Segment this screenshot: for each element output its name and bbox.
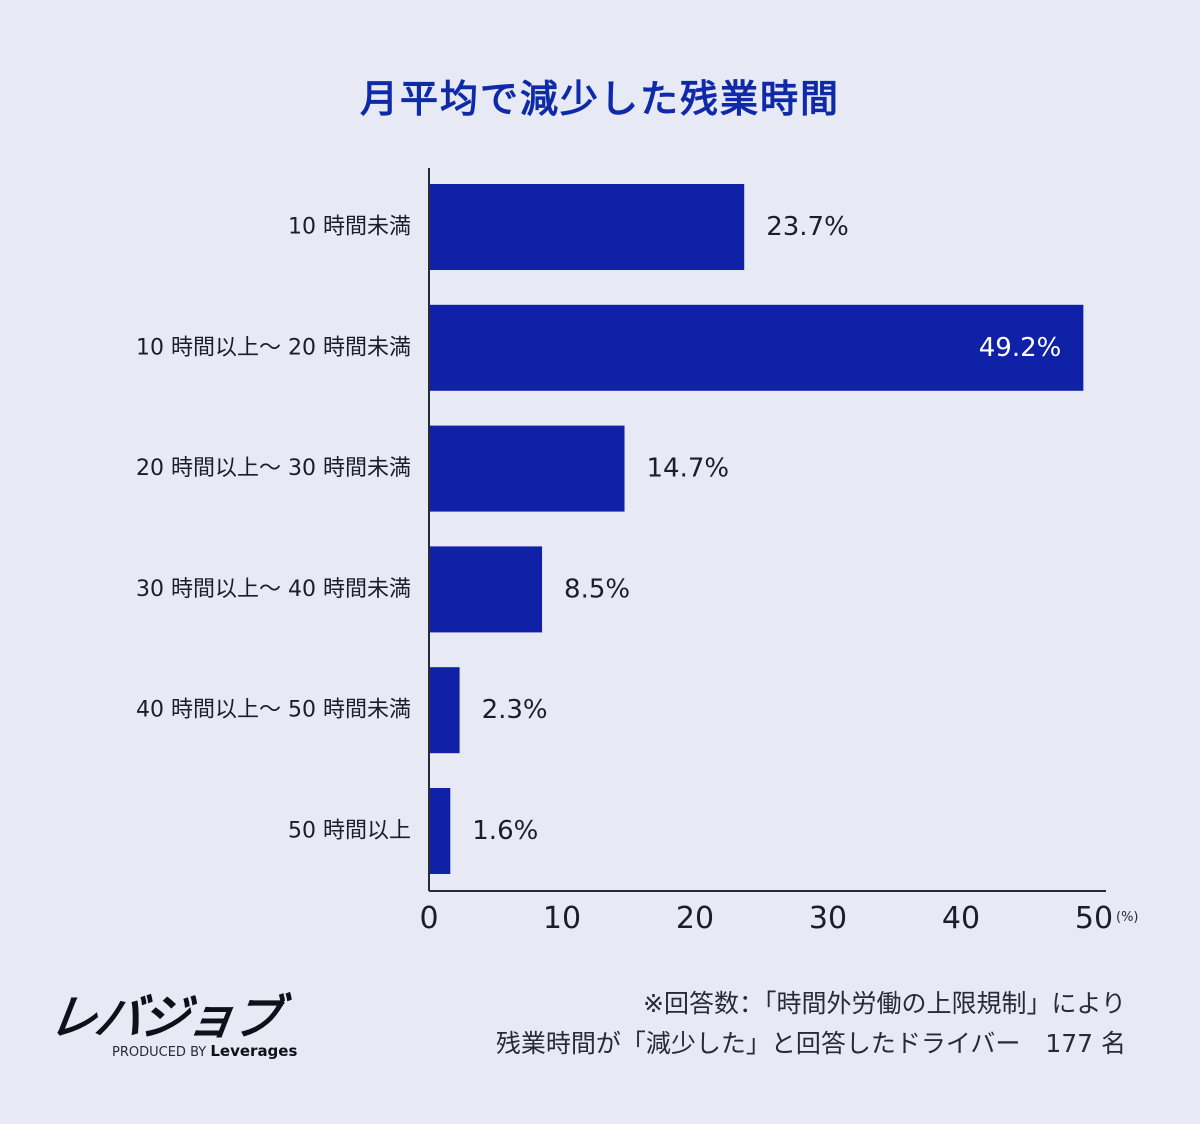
category-label: 40 時間以上〜 50 時間未満	[136, 698, 411, 723]
logo-produced-by: PRODUCED BY	[112, 1045, 207, 1060]
category-label: 20 時間以上〜 30 時間未満	[136, 456, 411, 481]
category-label: 30 時間以上〜 40 時間未満	[136, 577, 411, 602]
bar	[429, 425, 625, 512]
logo-tagline: PRODUCED BY Leverages	[112, 1042, 297, 1060]
x-tick-label: 50	[1075, 901, 1113, 936]
data-label: 14.7%	[647, 454, 730, 484]
bar	[429, 184, 745, 270]
chart-title: 月平均で減少した残業時間	[359, 77, 840, 121]
bar	[429, 304, 1084, 391]
data-label: 23.7%	[766, 212, 849, 242]
x-tick-label: 20	[676, 901, 714, 936]
x-unit-label: (%)	[1116, 910, 1139, 925]
bar	[429, 546, 543, 633]
data-label: 8.5%	[564, 574, 630, 604]
brand-logo: レバジョブ PRODUCED BY Leverages	[45, 978, 310, 1060]
x-tick-label: 40	[942, 901, 980, 936]
footnote-line-2: 残業時間が「減少した」と回答したドライバー 177 名	[495, 1029, 1126, 1058]
footnote-line-1: ※回答数：「時間外労働の上限規制」により	[643, 989, 1126, 1018]
x-tick-label: 30	[809, 901, 847, 936]
x-tick-label: 10	[543, 901, 581, 936]
data-label: 2.3%	[482, 695, 548, 725]
bar	[429, 788, 451, 874]
category-label: 10 時間未満	[288, 215, 411, 240]
category-label: 50 時間以上	[288, 819, 411, 844]
logo-brand: Leverages	[210, 1042, 298, 1060]
x-tick-label: 0	[419, 901, 438, 936]
footnote: ※回答数：「時間外労働の上限規制」により 残業時間が「減少した」と回答したドライ…	[496, 984, 1126, 1064]
bar-chart: 10 時間未満 23.7% 10 時間以上〜 20 時間未満 49.2% 20 時間以上…	[136, 168, 1139, 936]
data-label: 49.2%	[979, 333, 1062, 363]
bar	[429, 667, 460, 754]
data-label: 1.6%	[472, 816, 538, 846]
category-label: 10 時間以上〜 20 時間未満	[136, 335, 411, 360]
logo-wordmark: レバジョブ	[45, 990, 284, 1046]
